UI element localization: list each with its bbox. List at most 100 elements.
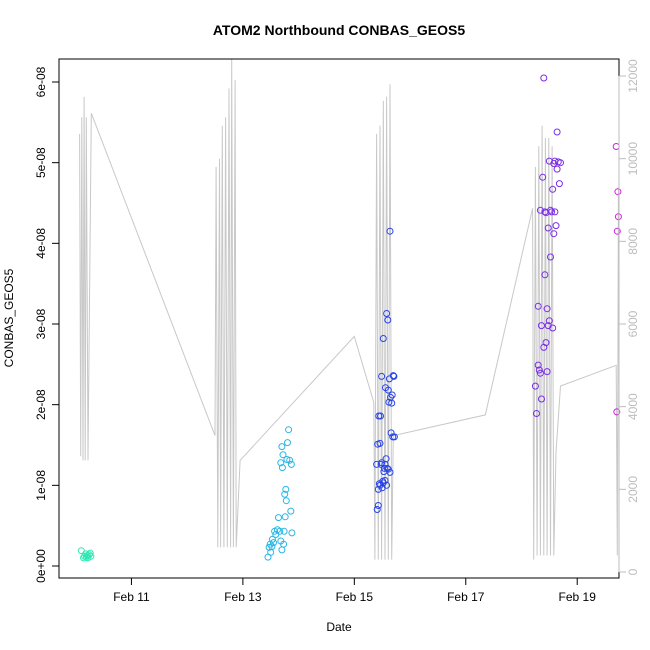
data-point	[541, 271, 549, 279]
data-points-layer	[77, 74, 622, 562]
data-point	[87, 552, 95, 560]
data-point	[281, 513, 289, 521]
data-point	[270, 539, 277, 547]
data-point	[544, 224, 552, 232]
data-point	[533, 410, 540, 417]
data-point	[531, 382, 539, 390]
y-tick-label: 5e-08	[34, 147, 48, 178]
data-point	[282, 497, 290, 505]
data-point	[389, 372, 397, 380]
y2-tick-label: 4000	[626, 393, 640, 420]
data-point	[613, 227, 621, 235]
data-point	[384, 386, 392, 394]
data-point	[551, 208, 559, 216]
data-point	[383, 310, 391, 317]
y-tick-label: 0e+00	[34, 549, 48, 583]
data-point	[553, 128, 561, 136]
y-axis-label: CONBAS_GEOS5	[2, 268, 16, 367]
data-point	[555, 180, 563, 188]
y2-tick-label: 12000	[626, 59, 640, 93]
data-point	[374, 502, 382, 509]
data-point	[541, 208, 549, 216]
data-point	[373, 460, 381, 468]
data-point	[279, 451, 287, 459]
data-point	[540, 343, 548, 351]
data-point	[390, 372, 398, 380]
data-point	[542, 209, 550, 217]
data-point	[553, 165, 561, 173]
x-tick-label: Feb 15	[336, 590, 374, 604]
data-point	[613, 408, 621, 416]
data-point	[557, 159, 564, 167]
data-point	[376, 439, 384, 447]
x-tick-label: Feb 19	[559, 590, 597, 604]
data-point	[388, 391, 396, 399]
data-point	[85, 551, 93, 559]
y-tick-label: 4e-08	[34, 228, 48, 259]
y2-tick-label: 6000	[626, 310, 640, 337]
data-point	[540, 74, 548, 82]
data-point	[536, 206, 544, 214]
y2-tick-label: 10000	[626, 142, 640, 176]
data-point	[539, 173, 547, 181]
data-point	[386, 227, 394, 235]
y-tick-label: 1e-08	[34, 470, 48, 501]
data-point	[278, 464, 286, 472]
y2-tick-label: 2000	[626, 476, 640, 503]
chart-title: ATOM2 Northbound CONBAS_GEOS5	[213, 22, 465, 38]
data-point	[277, 459, 285, 467]
data-point	[275, 514, 282, 522]
data-point	[265, 543, 273, 551]
data-point	[536, 369, 544, 377]
data-point	[276, 527, 284, 535]
data-point	[614, 213, 622, 221]
x-axis-label: Date	[326, 620, 352, 634]
data-point	[612, 143, 620, 150]
data-point	[381, 460, 389, 468]
data-point	[385, 398, 393, 406]
data-point	[268, 535, 276, 543]
data-point	[547, 253, 554, 261]
data-point	[280, 527, 288, 535]
data-point	[552, 222, 560, 230]
data-point	[378, 372, 386, 380]
data-point	[534, 361, 542, 369]
data-point	[388, 399, 396, 407]
data-point	[545, 317, 553, 325]
data-point	[287, 507, 295, 515]
data-point	[386, 468, 394, 476]
data-point	[538, 322, 545, 330]
data-point	[373, 506, 381, 513]
y-axis: 0e+00 1e-08 2e-08 3e-08 4e-08 5e-08 6e-08	[34, 66, 60, 583]
data-point	[550, 230, 558, 238]
data-point	[378, 459, 386, 467]
data-point	[288, 529, 296, 537]
x-tick-label: Feb 13	[224, 590, 262, 604]
data-point	[285, 426, 293, 434]
y-tick-label: 3e-08	[34, 308, 48, 339]
data-point	[374, 485, 382, 493]
data-point	[614, 188, 622, 196]
secondary-y-axis: 0 2000 4000 6000 8000 10000 12000	[618, 59, 640, 575]
data-point	[268, 543, 276, 551]
data-point	[538, 395, 545, 403]
data-point	[379, 335, 387, 342]
data-point	[278, 546, 286, 554]
y2-tick-label: 0	[626, 568, 640, 575]
data-point	[286, 456, 294, 464]
data-point	[549, 324, 557, 332]
data-point	[390, 433, 398, 441]
data-point	[534, 302, 542, 310]
data-point	[282, 485, 290, 493]
data-point	[284, 439, 291, 447]
data-point	[278, 443, 286, 451]
y-tick-label: 2e-08	[34, 389, 48, 420]
y-tick-label: 6e-08	[34, 66, 48, 97]
data-point	[545, 157, 553, 165]
data-point	[383, 481, 391, 489]
data-point	[283, 456, 291, 463]
data-point	[377, 412, 384, 420]
data-point	[543, 305, 551, 313]
data-point	[543, 368, 551, 376]
